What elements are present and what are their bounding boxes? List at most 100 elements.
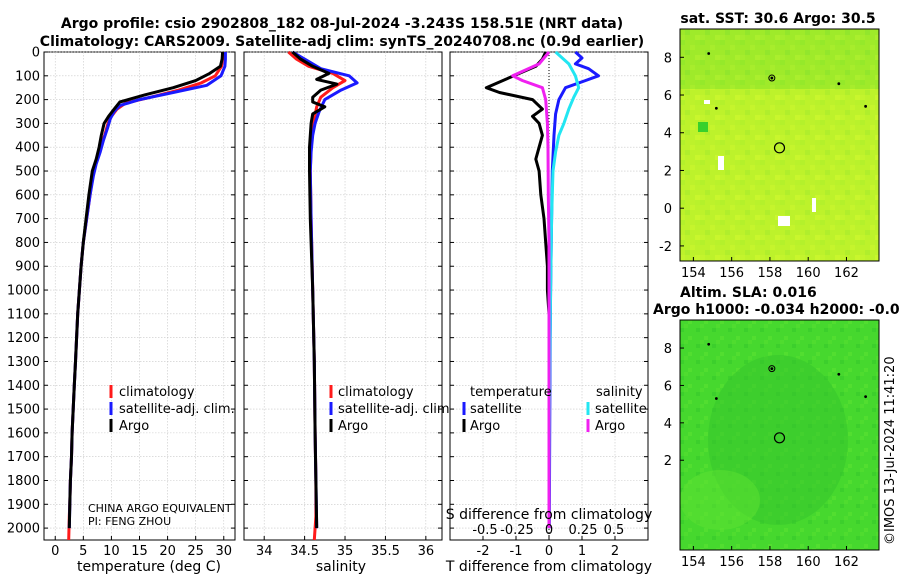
sst-map-frame [679, 28, 880, 262]
sst-map-texture [680, 29, 879, 261]
sla-map-title-line1: Altim. SLA: 0.016 [680, 285, 817, 301]
salinity-legend: climatology satellite-adj. clim. Argo [329, 385, 454, 434]
salinity-axes-frame [243, 51, 443, 541]
s-diff-tick-label: -0.5 [472, 523, 497, 538]
series-line-s-argo [511, 51, 551, 529]
difference-ticks: -2 -1 0 1 2 [450, 51, 648, 559]
map-lon-label: 162 [834, 266, 859, 281]
map-lat-label: 4 [664, 417, 672, 432]
salinity-legend-climatology: climatology [338, 385, 414, 400]
salinity-series [287, 50, 359, 541]
difference-x-label: T difference from climatology [445, 559, 652, 575]
map-lon-label: 160 [796, 555, 821, 570]
depth-tick-label: 1200 [7, 331, 40, 346]
sla-map-overlay: 154 156 158 160 162 2 4 6 8 [664, 342, 868, 570]
imos-watermark: ©IMOS 13-Jul-2024 11:41:20 [883, 356, 898, 545]
depth-tick-label: 600 [15, 188, 40, 203]
difference-series [484, 50, 600, 529]
map-lat-label: 2 [664, 164, 672, 179]
map-lat-label: 8 [664, 51, 672, 66]
s-diff-tick-label: 0 [545, 523, 553, 538]
depth-tick-label: 500 [15, 165, 40, 180]
sla-map-title-line2: Argo h1000: -0.034 h2000: -0.052 [653, 302, 900, 318]
depth-tick-label: 1000 [7, 284, 40, 299]
x-tick-label: 34 [256, 544, 273, 559]
sst-map-missing-pixel [778, 216, 790, 226]
sst-map-overlay: 154 156 158 160 162 -2 0 2 4 6 8 [659, 51, 868, 281]
map-point-marker [714, 106, 718, 110]
depth-tick-label: 1900 [7, 498, 40, 513]
x-tick-label: 34.5 [290, 544, 319, 559]
map-lon-label: 156 [719, 266, 744, 281]
map-lat-label: 2 [664, 454, 672, 469]
difference-top-x-label: S difference from climatology [446, 507, 652, 523]
temperature-panel: 0100200300400500600700800900100011001200… [7, 46, 236, 575]
x-tick-label: 36 [418, 544, 435, 559]
x-tick-label: 10 [103, 544, 120, 559]
depth-tick-label: 700 [15, 212, 40, 227]
x-tick-label: 20 [159, 544, 176, 559]
temperature-legend: climatology satellite-adj. clim. Argo [109, 385, 235, 434]
sla-map-frame [679, 319, 880, 551]
map-point-marker [707, 52, 711, 55]
sla-map-panel: Altim. SLA: 0.016 Argo h1000: -0.034 h20… [653, 285, 900, 570]
map-lat-label: 0 [664, 202, 672, 217]
difference-legend: temperature salinity satellite Argo sate… [462, 385, 647, 434]
map-lat-label: -2 [659, 240, 672, 255]
map-lon-label: 158 [758, 555, 783, 570]
series-line-argo [67, 51, 225, 529]
legend-t-argo: Argo [470, 419, 500, 434]
temperature-legend-climatology: climatology [119, 385, 195, 400]
depth-tick-label: 0 [32, 46, 40, 61]
map-point-marker [768, 74, 776, 82]
legend-s-argo: Argo [595, 419, 625, 434]
pi-note: PI: FENG ZHOU [88, 515, 171, 528]
x-tick-label: 1 [578, 544, 586, 559]
depth-tick-label: 300 [15, 117, 40, 132]
map-lon-label: 154 [681, 266, 706, 281]
map-point-marker [714, 397, 718, 400]
depth-tick-label: 100 [15, 69, 40, 84]
sst-map-panel: sat. SST: 30.6 Argo: 30.5 154 156 158 160 16… [659, 11, 880, 281]
map-lon-label: 160 [796, 266, 821, 281]
salinity-legend-satellite: satellite-adj. clim. [338, 402, 454, 417]
map-lat-label: 4 [664, 127, 672, 142]
data-centre-note: CHINA ARGO EQUIVALENT [88, 502, 232, 515]
temperature-legend-argo: Argo [119, 419, 149, 434]
sst-map-missing-pixel [812, 198, 816, 212]
difference-panel: -2 -1 0 1 2 T difference from climatology S … [445, 50, 652, 575]
depth-tick-label: 400 [15, 141, 40, 156]
map-lon-label: 162 [834, 555, 859, 570]
depth-tick-label: 1600 [7, 426, 40, 441]
salinity-panel: 34 34.5 35 35.5 36 salinity climatology sate… [243, 50, 454, 575]
map-point-marker [770, 367, 774, 371]
sst-map-missing-pixel [704, 100, 710, 104]
legend-title-temperature: temperature [470, 385, 552, 400]
figure-title-line1: Argo profile: csio 2902808_182 08-Jul-20… [61, 16, 623, 32]
map-lon-label: 154 [681, 555, 706, 570]
figure-title-line2: Climatology: CARS2009. Satellite-adj cli… [40, 34, 644, 50]
depth-tick-label: 2000 [7, 522, 40, 537]
x-tick-label: -1 [510, 544, 523, 559]
temperature-series [67, 51, 227, 541]
legend-title-salinity: salinity [596, 385, 643, 400]
legend-t-satellite: satellite [470, 402, 522, 417]
x-tick-label: 5 [79, 544, 87, 559]
map-point-marker [837, 372, 841, 376]
salinity-legend-argo: Argo [338, 419, 368, 434]
depth-tick-label: 1500 [7, 403, 40, 418]
depth-tick-label: 1700 [7, 450, 40, 465]
x-tick-label: 15 [131, 544, 148, 559]
salinity-grid [244, 51, 442, 540]
s-diff-tick-label: -0.25 [500, 523, 534, 538]
map-lat-label: 8 [664, 342, 672, 357]
depth-tick-label: 1300 [7, 355, 40, 370]
depth-tick-label: 800 [15, 236, 40, 251]
series-line-argo [291, 50, 339, 529]
map-point-marker [770, 76, 774, 80]
x-tick-label: 2 [611, 544, 619, 559]
map-lon-label: 158 [758, 266, 783, 281]
sla-map-high [680, 470, 760, 530]
argo-position-marker [773, 432, 786, 444]
